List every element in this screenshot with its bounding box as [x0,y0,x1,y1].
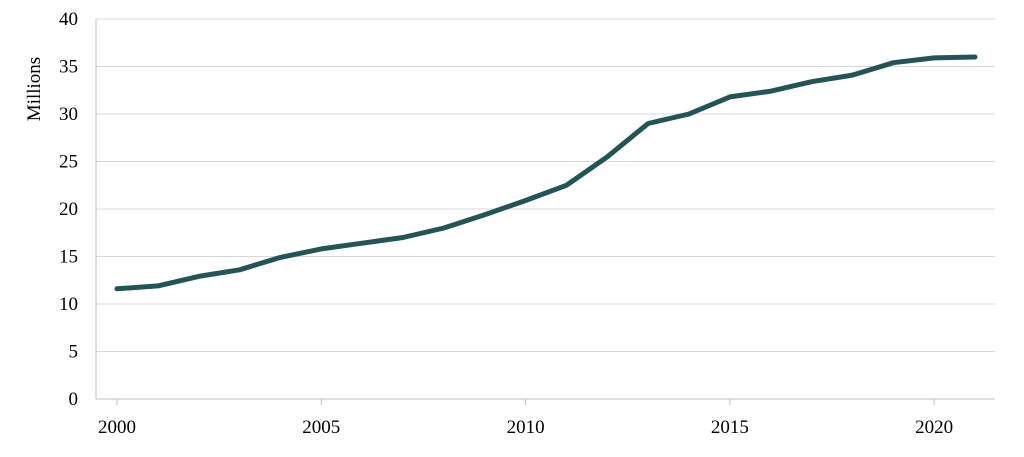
axes [95,19,995,405]
gridlines [96,18,995,352]
x-tick-label: 2015 [711,417,749,438]
x-tick-label: 2000 [98,417,136,438]
y-tick-label: 5 [69,342,79,363]
y-tick-label: 20 [59,199,78,220]
x-tick-label: 2020 [915,417,953,438]
y-tick-label: 25 [59,152,78,173]
series-group [114,54,978,292]
y-tick-labels: 0 5 10 15 20 25 30 35 40 [59,9,78,410]
y-tick-label: 0 [69,389,79,410]
y-tick-label: 30 [59,104,78,125]
series-line [114,54,978,292]
y-tick-label: 40 [59,9,78,30]
y-tick-label: 35 [59,57,78,78]
y-axis-title: Millions [24,57,45,121]
y-tick-label: 10 [59,294,78,315]
y-tick-label: 15 [59,247,78,268]
x-tick-labels: 2000 2005 2010 2015 2020 [98,417,953,438]
x-tick-label: 2005 [302,417,340,438]
x-tick-label: 2010 [507,417,545,438]
